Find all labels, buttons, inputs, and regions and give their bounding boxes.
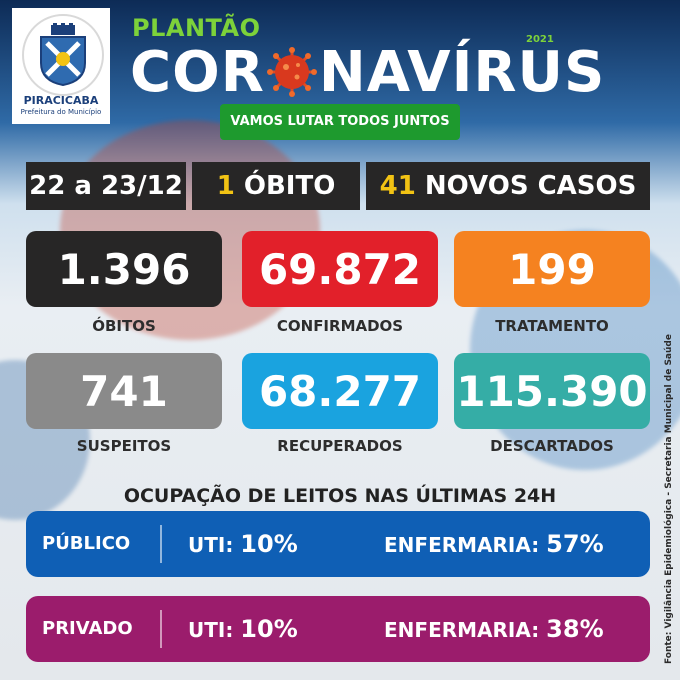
occupancy-sector: PRIVADO — [42, 618, 133, 639]
divider — [160, 610, 162, 648]
year-label: 2021 — [526, 34, 554, 45]
city-subtitle: Prefeitura do Município — [20, 108, 102, 116]
new-deaths-label: ÓBITO — [243, 171, 336, 201]
uti-label: UTI: — [188, 618, 234, 642]
ward-value: 57% — [546, 530, 604, 558]
city-logo: PIRACICABA Prefeitura do Município — [12, 8, 110, 124]
ward-value: 38% — [546, 615, 604, 643]
ward-occupancy: ENFERMARIA: 38% — [384, 596, 604, 663]
ward-label: ENFERMARIA: — [384, 533, 540, 557]
uti-value: 10% — [240, 530, 298, 558]
new-deaths-box: 1 ÓBITO — [192, 162, 360, 210]
stat-suspected-label: SUSPEITOS — [76, 437, 172, 455]
stat-discarded-label: DESCARTADOS — [490, 437, 614, 455]
stat-discarded: 115.390 — [454, 353, 650, 429]
new-cases-number: 41 — [379, 171, 416, 201]
occupancy-sector: PÚBLICO — [42, 533, 131, 554]
occupancy-row-public: PÚBLICO UTI: 10% ENFERMARIA: 57% — [26, 511, 650, 577]
ward-label: ENFERMARIA: — [384, 618, 540, 642]
uti-label: UTI: — [188, 533, 234, 557]
stat-suspected: 741 — [26, 353, 222, 429]
bg-virus-blob — [60, 120, 320, 340]
source-credit: Fonte: Vigilância Epidemiológica - Secre… — [664, 334, 674, 664]
coronavirus-icon — [266, 46, 317, 97]
occupancy-title: OCUPAÇÃO DE LEITOS NAS ÚLTIMAS 24H — [123, 485, 557, 507]
stat-confirmed-label: CONFIRMADOS — [276, 317, 404, 335]
stat-recovered-label: RECUPERADOS — [277, 437, 403, 455]
city-name: PIRACICABA — [23, 94, 99, 107]
new-deaths-number: 1 — [216, 171, 235, 201]
uti-value: 10% — [240, 615, 298, 643]
stat-recovered: 68.277 — [242, 353, 438, 429]
stat-confirmed: 69.872 — [242, 231, 438, 307]
slogan-banner: VAMOS LUTAR TODOS JUNTOS — [220, 104, 460, 140]
divider — [160, 525, 162, 563]
title-left: COR — [130, 40, 265, 105]
new-cases-box: 41 NOVOS CASOS — [366, 162, 650, 210]
ward-occupancy: ENFERMARIA: 57% — [384, 511, 604, 578]
stat-deaths-label: ÓBITOS — [92, 317, 156, 335]
main-title: COR NAVÍRUS — [130, 40, 605, 105]
stat-treatment: 199 — [454, 231, 650, 307]
uti-occupancy: UTI: 10% — [188, 511, 298, 578]
coat-of-arms-icon — [22, 14, 104, 96]
plantao-heading: PLANTÃO — [132, 14, 261, 42]
stat-treatment-label: TRATAMENTO — [495, 317, 609, 335]
title-right: NAVÍRUS — [318, 40, 606, 105]
occupancy-row-private: PRIVADO UTI: 10% ENFERMARIA: 38% — [26, 596, 650, 662]
stat-deaths: 1.396 — [26, 231, 222, 307]
date-range-box: 22 a 23/12 — [26, 162, 186, 210]
date-range: 22 a 23/12 — [29, 171, 183, 201]
uti-occupancy: UTI: 10% — [188, 596, 298, 663]
new-cases-label: NOVOS CASOS — [424, 171, 637, 201]
